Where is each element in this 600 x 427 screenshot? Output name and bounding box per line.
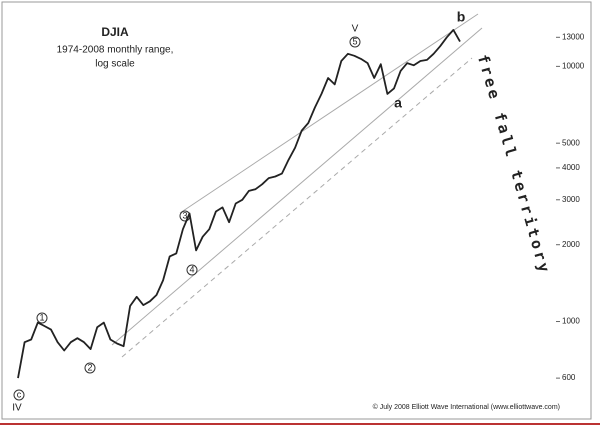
wave-label: 2 (87, 362, 92, 372)
y-tick-label: 1000 (562, 317, 580, 326)
chart-title: DJIA (101, 25, 129, 39)
wave-label: c (17, 389, 22, 399)
y-tick-label: 5000 (562, 138, 580, 147)
y-tick-label: 3000 (562, 195, 580, 204)
subtitle: 1974-2008 monthly range, (57, 45, 174, 56)
price-line (17, 29, 461, 379)
wave-circle (36, 312, 48, 324)
wave-label: 4 (189, 264, 194, 274)
frame (1, 1, 592, 420)
wave-circle (84, 362, 96, 374)
y-tick-label: 600 (562, 373, 576, 382)
wave-label: 3 (182, 210, 187, 220)
subtitle: log scale (95, 59, 135, 70)
credit: © July 2008 Elliott Wave International (… (373, 403, 560, 411)
wave-label: 5 (352, 36, 357, 46)
wave-label: V (352, 24, 359, 35)
wave-circle (13, 389, 25, 401)
wave-label: IV (12, 403, 22, 414)
channel-upper (179, 13, 479, 214)
y-tick-label: 10000 (562, 61, 585, 70)
wave-label: b (457, 9, 466, 25)
y-tick-label: 4000 (562, 163, 580, 172)
channel-lower (121, 57, 473, 358)
y-tick-label: 13000 (562, 32, 585, 41)
wave-circle (349, 36, 361, 48)
wave-circle (186, 264, 198, 276)
channel-middle (111, 27, 483, 346)
wave-label: 1 (39, 312, 44, 322)
y-tick-label: 2000 (562, 240, 580, 249)
wave-label: a (394, 95, 402, 111)
